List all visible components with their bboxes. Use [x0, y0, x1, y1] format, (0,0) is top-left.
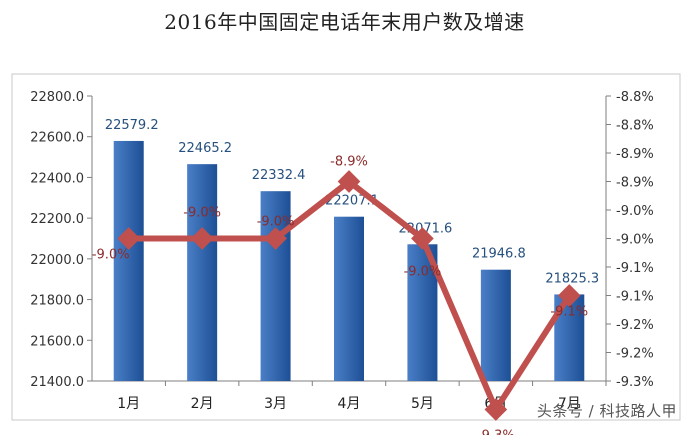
y-axis-tick-label: 22800.0 — [30, 90, 84, 105]
y-axis-tick-label: 22200.0 — [30, 212, 84, 227]
bar-data-label: 21946.8 — [472, 247, 526, 262]
y2-axis-tick-label: -8.9% — [616, 176, 654, 191]
y2-axis-tick-label: -9.1% — [616, 290, 654, 305]
bar — [480, 269, 511, 381]
x-axis-tick-label: 1月 — [117, 396, 140, 412]
bar-data-label: 22332.4 — [252, 168, 306, 183]
y-axis-tick-label: 22000.0 — [30, 253, 84, 268]
y-axis-tick-label: 22400.0 — [30, 171, 84, 186]
y-axis-tick-label: 22600.0 — [30, 131, 84, 146]
x-axis-tick-label: 3月 — [264, 396, 287, 412]
y2-axis-tick-label: -9.2% — [616, 318, 654, 333]
bar — [113, 140, 144, 381]
watermark: 头条号 / 科技路人甲 — [536, 402, 677, 420]
y-axis-tick-label: 21800.0 — [30, 294, 84, 309]
bar — [260, 191, 291, 381]
growth-data-label: -9.0% — [92, 248, 130, 263]
plot-frame — [11, 73, 681, 421]
y-axis-tick-label: 21400.0 — [30, 375, 84, 390]
x-axis-tick-label: 4月 — [338, 396, 361, 412]
y2-axis-tick-label: -8.9% — [616, 147, 654, 162]
y2-axis-tick-label: -8.8% — [616, 90, 654, 105]
growth-data-label: -9.0% — [183, 206, 221, 221]
growth-data-label: -9.1% — [550, 305, 588, 320]
y2-axis-tick-label: -9.2% — [616, 347, 654, 362]
y2-axis-tick-label: -9.3% — [616, 375, 654, 390]
chart-title: 2016年中国固定电话年末用户数及增速 — [164, 10, 525, 34]
growth-point — [117, 227, 141, 250]
y2-axis-tick-label: -9.0% — [616, 204, 654, 219]
bar-data-label: 21825.3 — [545, 271, 599, 286]
growth-data-label: -9.0% — [257, 215, 295, 230]
growth-data-label: -8.9% — [330, 155, 368, 170]
bar-data-label: 22579.2 — [105, 118, 159, 133]
y2-axis-tick-label: -9.0% — [616, 233, 654, 248]
growth-data-label: -9.0% — [404, 265, 442, 280]
y-axis-tick-label: 21600.0 — [30, 334, 84, 349]
bar — [334, 216, 364, 381]
growth-point — [484, 398, 508, 421]
x-axis-tick-label: 2月 — [191, 396, 214, 412]
growth-data-label: -9.3% — [477, 429, 515, 435]
growth-point — [557, 284, 581, 307]
x-axis-tick-label: 5月 — [411, 396, 434, 412]
bar — [187, 164, 218, 381]
bar-data-label: 22465.2 — [178, 141, 232, 156]
y2-axis-tick-label: -9.1% — [616, 261, 654, 276]
x-axis-tick-label: 7月 — [558, 396, 581, 412]
y2-axis-tick-label: -8.8% — [616, 119, 654, 134]
